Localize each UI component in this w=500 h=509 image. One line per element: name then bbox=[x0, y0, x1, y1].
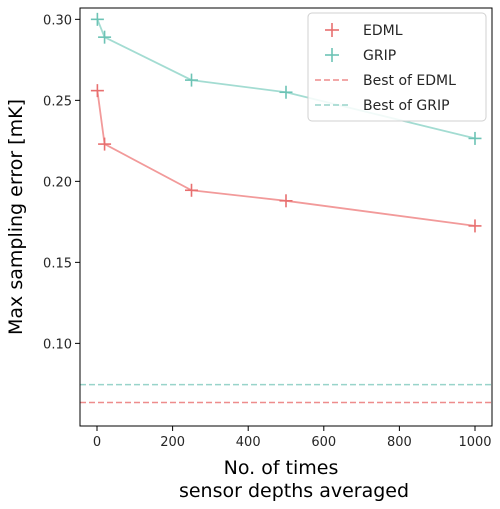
x-tick-label: 800 bbox=[387, 435, 412, 450]
legend-label-grip: GRIP bbox=[363, 48, 396, 64]
legend-label-edml: EDML bbox=[363, 23, 403, 39]
legend-marker-grip bbox=[325, 48, 339, 62]
data-point-edml-2 bbox=[185, 183, 199, 197]
data-point-grip-4 bbox=[468, 131, 482, 145]
reference-lines bbox=[80, 383, 492, 404]
data-point-edml-0 bbox=[90, 84, 104, 98]
y-tick-label: 0.20 bbox=[43, 175, 72, 190]
y-axis-label: Max sampling error [mK] bbox=[5, 99, 27, 335]
data-point-grip-1 bbox=[98, 30, 112, 44]
y-tick-label: 0.10 bbox=[43, 337, 72, 352]
x-tick-label: 0 bbox=[93, 435, 101, 450]
x-tick-label: 600 bbox=[311, 435, 336, 450]
y-tick-label: 0.30 bbox=[43, 13, 72, 28]
legend-label-best-of-grip: Best of GRIP bbox=[363, 98, 450, 114]
y-tick-label: 0.15 bbox=[43, 256, 72, 271]
data-point-edml-1 bbox=[98, 137, 112, 151]
plot-frame bbox=[79, 7, 493, 427]
y-tick-label: 0.25 bbox=[43, 94, 72, 109]
data-point-grip-2 bbox=[185, 73, 199, 87]
x-axis-label-line-1: No. of times bbox=[224, 457, 339, 479]
legend-box bbox=[307, 12, 487, 122]
series-markers bbox=[90, 12, 482, 233]
data-point-edml-3 bbox=[279, 194, 293, 208]
x-tick-label: 1000 bbox=[458, 435, 491, 450]
legend-label-best-of-edml: Best of EDML bbox=[363, 73, 456, 89]
data-point-grip-0 bbox=[90, 12, 104, 26]
data-point-edml-4 bbox=[468, 219, 482, 233]
x-axis-ticks: 0 200 400 600 800 1000 bbox=[93, 426, 492, 450]
x-axis-label-line-2: sensor depths averaged bbox=[179, 480, 409, 502]
x-tick-label: 400 bbox=[236, 435, 261, 450]
y-axis-ticks: 0.10 0.15 0.20 0.25 0.30 bbox=[43, 13, 80, 352]
legend: EDML GRIP Best of EDML Best of GRIP bbox=[307, 12, 487, 122]
x-tick-label: 200 bbox=[160, 435, 185, 450]
legend-marker-edml bbox=[325, 23, 339, 37]
data-point-grip-3 bbox=[279, 85, 293, 99]
